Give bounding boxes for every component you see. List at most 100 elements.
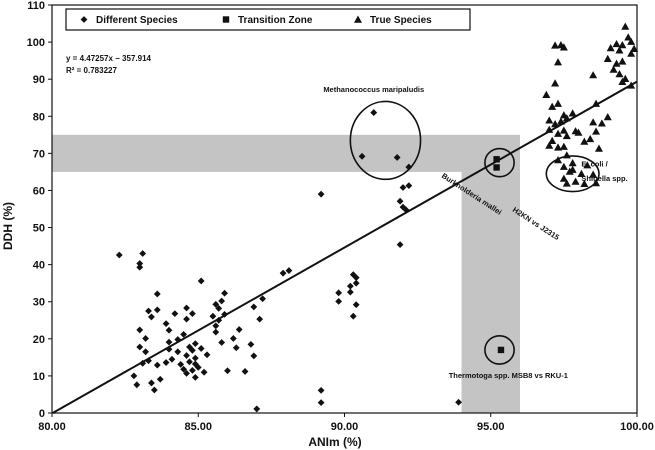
data-point xyxy=(212,322,220,330)
data-point xyxy=(317,399,325,407)
data-point xyxy=(241,368,249,375)
data-point xyxy=(317,386,325,394)
data-point xyxy=(554,99,563,107)
data-point xyxy=(396,197,404,205)
data-point xyxy=(396,241,404,249)
data-point xyxy=(139,250,147,257)
data-point xyxy=(165,345,173,353)
data-point xyxy=(189,366,196,374)
data-point xyxy=(168,355,176,363)
legend-box xyxy=(65,8,471,31)
data-point xyxy=(551,41,560,49)
data-point xyxy=(153,306,161,314)
data-point xyxy=(346,288,354,296)
x-tick-label: 95.00 xyxy=(477,421,505,433)
data-point xyxy=(183,352,190,359)
data-point xyxy=(136,263,144,271)
data-point xyxy=(229,335,237,342)
data-point xyxy=(580,179,589,187)
data-point xyxy=(405,182,413,190)
data-point xyxy=(497,346,505,354)
plot-frame xyxy=(51,4,638,414)
legend-label: Transition Zone xyxy=(238,15,313,26)
data-point xyxy=(574,128,583,136)
data-point xyxy=(554,129,563,137)
data-point xyxy=(162,359,170,366)
data-point xyxy=(224,367,231,375)
legend: Different Species Transition Zone True Spe… xyxy=(65,8,471,31)
data-point xyxy=(197,345,205,352)
data-point xyxy=(606,44,615,52)
data-point xyxy=(285,267,293,274)
data-point xyxy=(349,312,357,320)
data-point xyxy=(136,326,144,334)
annotation-label: E. coli / xyxy=(581,159,608,168)
data-point xyxy=(194,363,202,371)
data-point xyxy=(209,312,217,320)
data-point xyxy=(399,203,407,211)
y-tick-label: 90 xyxy=(33,74,45,86)
data-point xyxy=(139,359,147,367)
data-point xyxy=(180,330,188,338)
anim-threshold-band xyxy=(461,171,520,413)
data-point xyxy=(589,118,598,126)
y-tick-label: 80 xyxy=(33,111,45,123)
data-point xyxy=(589,170,598,178)
data-point xyxy=(618,57,627,65)
data-point xyxy=(542,90,551,98)
data-point xyxy=(592,99,601,107)
data-point xyxy=(203,351,211,359)
data-point xyxy=(630,44,639,52)
data-point xyxy=(212,300,220,308)
data-point xyxy=(183,304,190,312)
data-point xyxy=(136,260,144,267)
data-point xyxy=(145,357,152,365)
data-point xyxy=(174,348,182,356)
data-point xyxy=(153,290,161,298)
data-point xyxy=(559,142,568,150)
data-point xyxy=(621,22,630,30)
data-point xyxy=(221,310,228,318)
y-tick-label: 0 xyxy=(39,408,45,420)
data-point xyxy=(592,127,601,135)
data-point xyxy=(156,375,164,383)
data-point xyxy=(603,54,612,62)
axes xyxy=(48,4,638,417)
data-point xyxy=(352,301,360,309)
legend-label: Different Species xyxy=(96,15,178,26)
x-tick-label: 100.00 xyxy=(620,421,654,433)
data-point xyxy=(177,361,185,368)
data-point xyxy=(393,154,401,161)
data-point xyxy=(191,354,199,362)
data-point xyxy=(618,41,627,49)
data-point xyxy=(565,167,574,175)
data-point xyxy=(148,379,155,387)
data-point xyxy=(317,190,325,198)
data-point xyxy=(191,373,199,381)
data-point xyxy=(133,381,141,389)
data-point xyxy=(335,297,343,305)
highlight-circles xyxy=(349,100,600,365)
data-point xyxy=(183,315,190,323)
data-point xyxy=(583,161,592,169)
data-point xyxy=(148,313,155,321)
x-tick-label: 80.00 xyxy=(38,421,66,433)
data-point xyxy=(627,81,636,89)
data-point xyxy=(586,134,595,143)
highlight-circle xyxy=(484,147,515,178)
data-point xyxy=(186,358,193,366)
data-point xyxy=(183,369,190,377)
data-point xyxy=(548,136,557,144)
highlight-circle xyxy=(484,335,515,365)
data-point xyxy=(189,310,196,317)
data-point xyxy=(562,179,571,187)
data-point xyxy=(130,372,138,380)
data-point xyxy=(174,336,182,343)
legend-marker xyxy=(354,15,362,23)
y-tick-label: 40 xyxy=(33,260,45,272)
data-point xyxy=(571,177,580,185)
data-point xyxy=(545,116,554,124)
data-point xyxy=(115,251,123,259)
data-point xyxy=(559,162,568,170)
